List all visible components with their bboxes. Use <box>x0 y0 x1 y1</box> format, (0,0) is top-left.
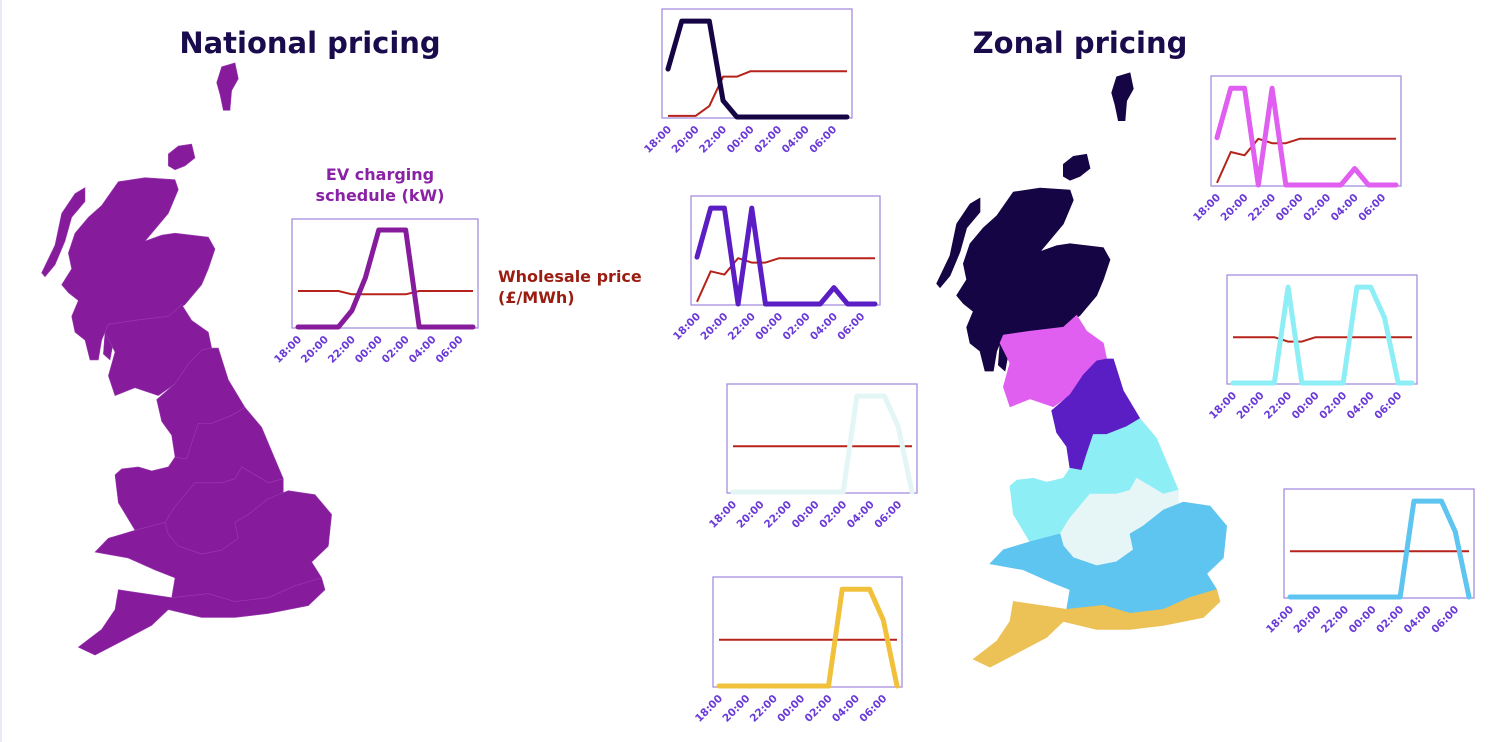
price-label-line1: Wholesale price <box>498 267 642 286</box>
x-tick-label: 22:00 <box>726 311 758 343</box>
x-tick-label: 06:00 <box>1372 390 1404 422</box>
x-tick-label: 04:00 <box>407 334 439 366</box>
x-tick-label: 22:00 <box>697 124 729 156</box>
page-edge <box>0 0 2 742</box>
chart-frame <box>712 576 903 688</box>
x-tick-label: 02:00 <box>1317 390 1349 422</box>
national-map-region-south-west-and-south-coast <box>77 577 326 656</box>
national-map-region-north-scotland <box>41 187 86 278</box>
x-tick-label: 18:00 <box>707 499 739 531</box>
ev-charging-line <box>1214 85 1399 188</box>
x-tick-label: 22:00 <box>1246 192 1278 224</box>
x-tick-label: 20:00 <box>720 693 752 725</box>
zone-north-scotland <box>1111 72 1134 121</box>
x-tick-label: 02:00 <box>1374 604 1406 636</box>
price-label-line2: (£/MWh) <box>498 288 575 307</box>
x-tick-label: 06:00 <box>1356 192 1388 224</box>
x-tick-label: 00:00 <box>1347 604 1379 636</box>
chart-frame <box>1283 488 1475 599</box>
chart-frame <box>1226 274 1418 385</box>
x-tick-label: 00:00 <box>775 693 807 725</box>
x-tick-label: 00:00 <box>1290 390 1322 422</box>
zone-north-scotland <box>1063 153 1091 181</box>
x-tick-label: 00:00 <box>1274 192 1306 224</box>
ev-charging-line <box>716 586 900 689</box>
x-tick-label: 02:00 <box>1301 192 1333 224</box>
x-tick-label: 06:00 <box>434 334 466 366</box>
x-tick-label: 20:00 <box>698 311 730 343</box>
x-tick-label: 06:00 <box>857 693 889 725</box>
x-tick-label: 20:00 <box>1292 604 1324 636</box>
x-tick-label: 20:00 <box>735 499 767 531</box>
x-tick-label: 00:00 <box>753 311 785 343</box>
zone-south-west-and-south-coast <box>972 589 1221 668</box>
x-tick-label: 04:00 <box>830 693 862 725</box>
x-tick-label: 06:00 <box>807 124 839 156</box>
x-tick-label: 00:00 <box>725 124 757 156</box>
ev-charging-line <box>1230 284 1415 386</box>
x-tick-label: 20:00 <box>670 124 702 156</box>
zonal-map <box>936 72 1228 668</box>
national-map-region-north-scotland <box>216 62 239 111</box>
x-tick-label: 04:00 <box>1329 192 1361 224</box>
ev-charging-line <box>665 18 850 120</box>
x-tick-label: 22:00 <box>762 499 794 531</box>
x-tick-label: 04:00 <box>1402 604 1434 636</box>
zone-north-scotland <box>936 197 981 289</box>
wholesale-price-line <box>668 70 847 117</box>
x-tick-label: 02:00 <box>817 499 849 531</box>
zone-south-wales-and-south-east <box>989 501 1228 614</box>
national-map <box>41 62 332 656</box>
x-tick-label: 20:00 <box>1235 390 1267 422</box>
x-tick-label: 04:00 <box>780 124 812 156</box>
x-tick-label: 02:00 <box>380 334 412 366</box>
national-pricing-title: National pricing <box>179 26 441 60</box>
x-tick-label: 02:00 <box>803 693 835 725</box>
x-tick-label: 04:00 <box>845 499 877 531</box>
x-tick-label: 18:00 <box>693 693 725 725</box>
zonal-pricing-title: Zonal pricing <box>972 26 1188 60</box>
x-tick-label: 18:00 <box>642 124 674 156</box>
ev-charging-legend-label: EV charging schedule (kW) <box>316 164 445 206</box>
chart-frame <box>661 8 853 119</box>
x-tick-label: 00:00 <box>353 334 385 366</box>
ev-label-line1: EV charging <box>325 165 435 184</box>
wholesale-price-line <box>1216 137 1396 184</box>
national-map-region-north-scotland <box>168 143 196 171</box>
wholesale-price-line <box>1233 336 1412 343</box>
chart-frame <box>726 383 918 494</box>
x-tick-label: 18:00 <box>1264 604 1296 636</box>
x-tick-label: 22:00 <box>1262 390 1294 422</box>
ev-charging-line <box>730 393 915 495</box>
national-map-region-south-wales-and-south-east <box>94 490 332 602</box>
x-tick-label: 02:00 <box>781 311 813 343</box>
chart-frame <box>690 195 881 306</box>
x-tick-label: 06:00 <box>872 499 904 531</box>
x-tick-label: 06:00 <box>1429 604 1461 636</box>
ev-label-line2: schedule (kW) <box>315 186 445 205</box>
x-tick-label: 04:00 <box>1345 390 1377 422</box>
x-tick-label: 22:00 <box>748 693 780 725</box>
x-tick-label: 04:00 <box>808 311 840 343</box>
x-tick-label: 00:00 <box>790 499 822 531</box>
ev-charging-line <box>1287 498 1472 600</box>
wholesale-price-legend-label: Wholesale price (£/MWh) <box>498 266 642 308</box>
wholesale-price-line <box>696 257 875 303</box>
x-tick-label: 22:00 <box>1319 604 1351 636</box>
x-tick-label: 06:00 <box>835 311 867 343</box>
x-tick-label: 02:00 <box>752 124 784 156</box>
ev-charging-line <box>694 205 878 307</box>
chart-frame <box>1210 75 1402 187</box>
x-tick-label: 18:00 <box>671 311 703 343</box>
